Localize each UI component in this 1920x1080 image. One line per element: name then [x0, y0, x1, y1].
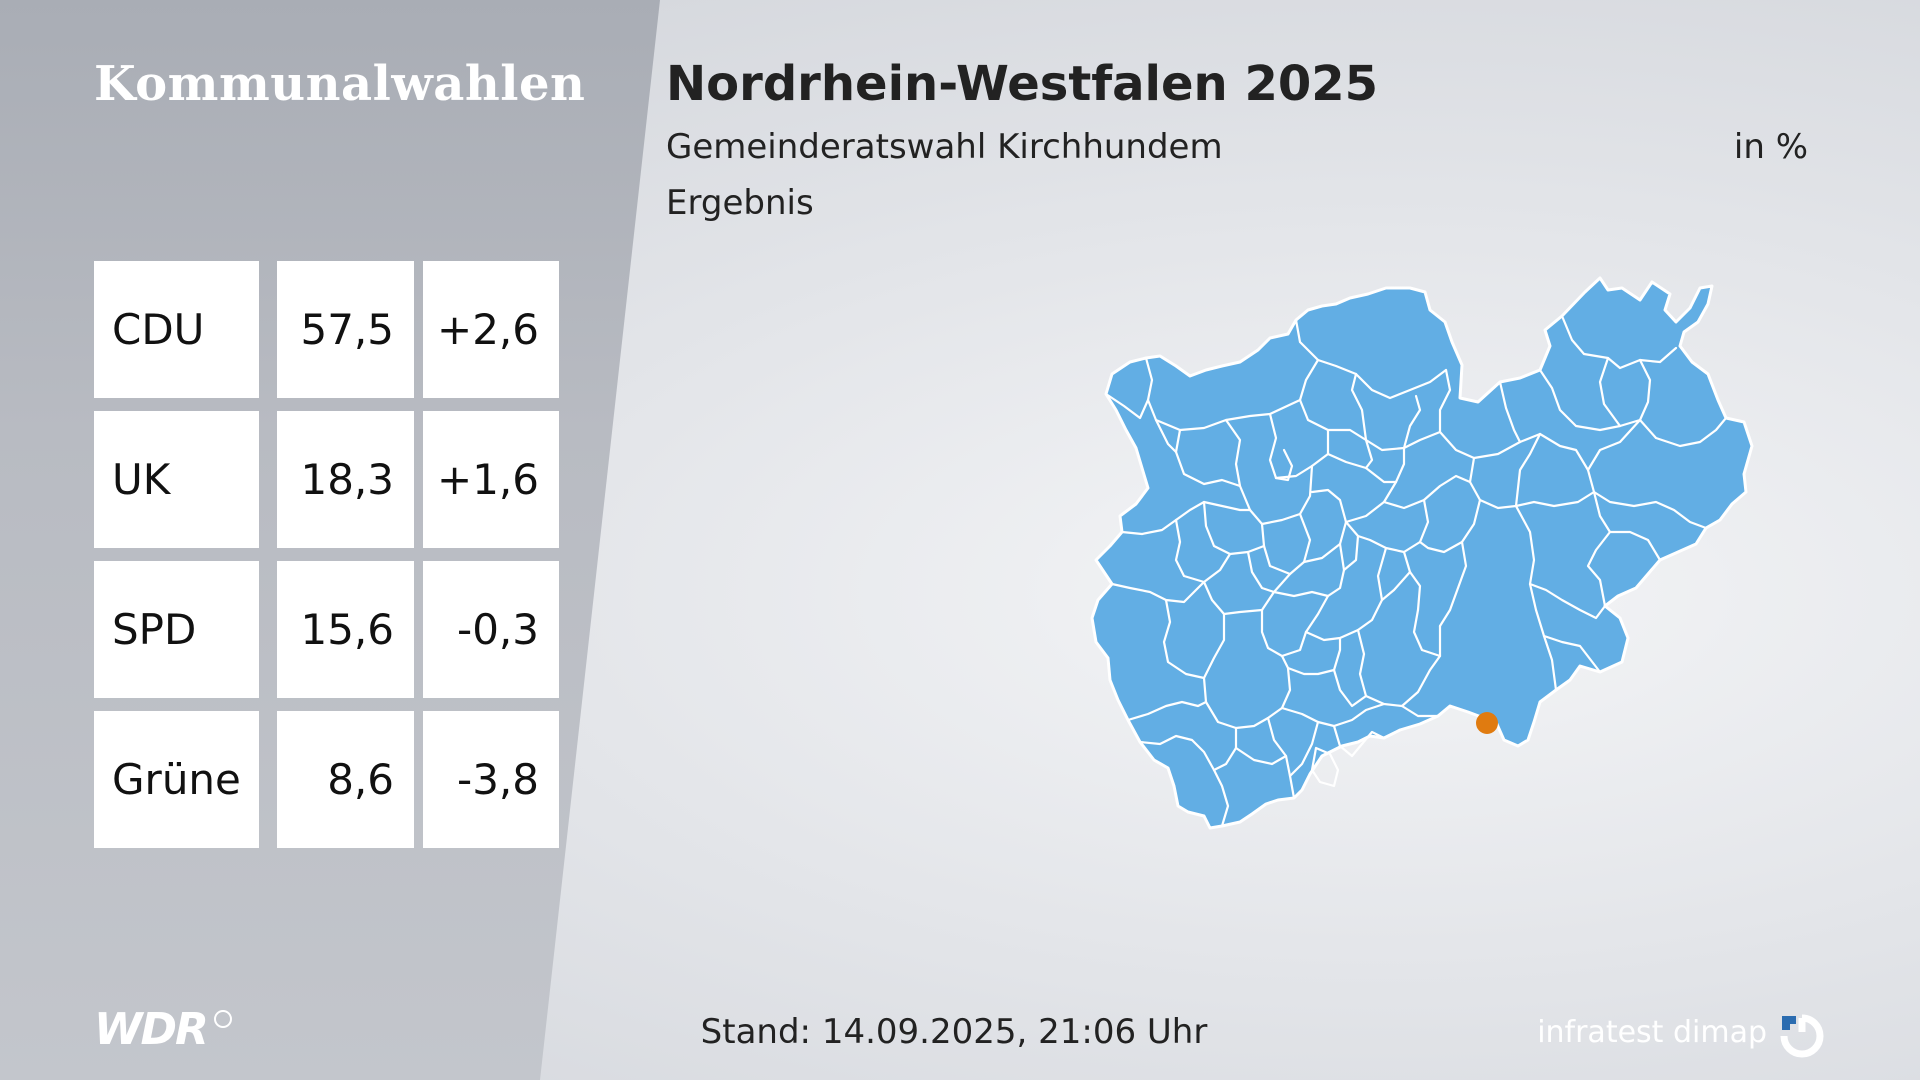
party-value: 57,5	[277, 261, 414, 398]
party-diff: +1,6	[423, 411, 559, 548]
party-name: Grüne	[94, 711, 259, 848]
party-diff: -0,3	[423, 561, 559, 698]
unit-label: in %	[1733, 127, 1808, 167]
timestamp-text: Stand: 14.09.2025, 21:06 Uhr	[700, 1012, 1208, 1052]
location-dot-icon	[1476, 712, 1498, 734]
party-value: 18,3	[277, 411, 414, 548]
wdr-logo: WDR	[94, 1004, 209, 1055]
party-value: 8,6	[277, 711, 414, 848]
party-name: UK	[94, 411, 259, 548]
registered-mark-icon	[214, 1010, 232, 1028]
election-subtitle: Gemeinderatswahl Kirchhundem	[666, 127, 1223, 167]
nrw-map	[1090, 276, 1754, 830]
party-diff: -3,8	[423, 711, 559, 848]
party-value: 15,6	[277, 561, 414, 698]
result-label: Ergebnis	[666, 183, 814, 223]
party-diff: +2,6	[423, 261, 559, 398]
infratest-dimap-logo-icon	[1780, 1014, 1824, 1058]
party-name: SPD	[94, 561, 259, 698]
page-title: Nordrhein-Westfalen 2025	[666, 56, 1379, 112]
timestamp: Stand: 14.09.2025, 21:06 Uhr	[0, 1012, 1920, 1052]
brand-title: Kommunalwahlen	[94, 56, 586, 112]
pollster-name: infratest dimap	[1537, 1015, 1767, 1050]
district-borders	[1104, 314, 1728, 828]
party-name: CDU	[94, 261, 259, 398]
